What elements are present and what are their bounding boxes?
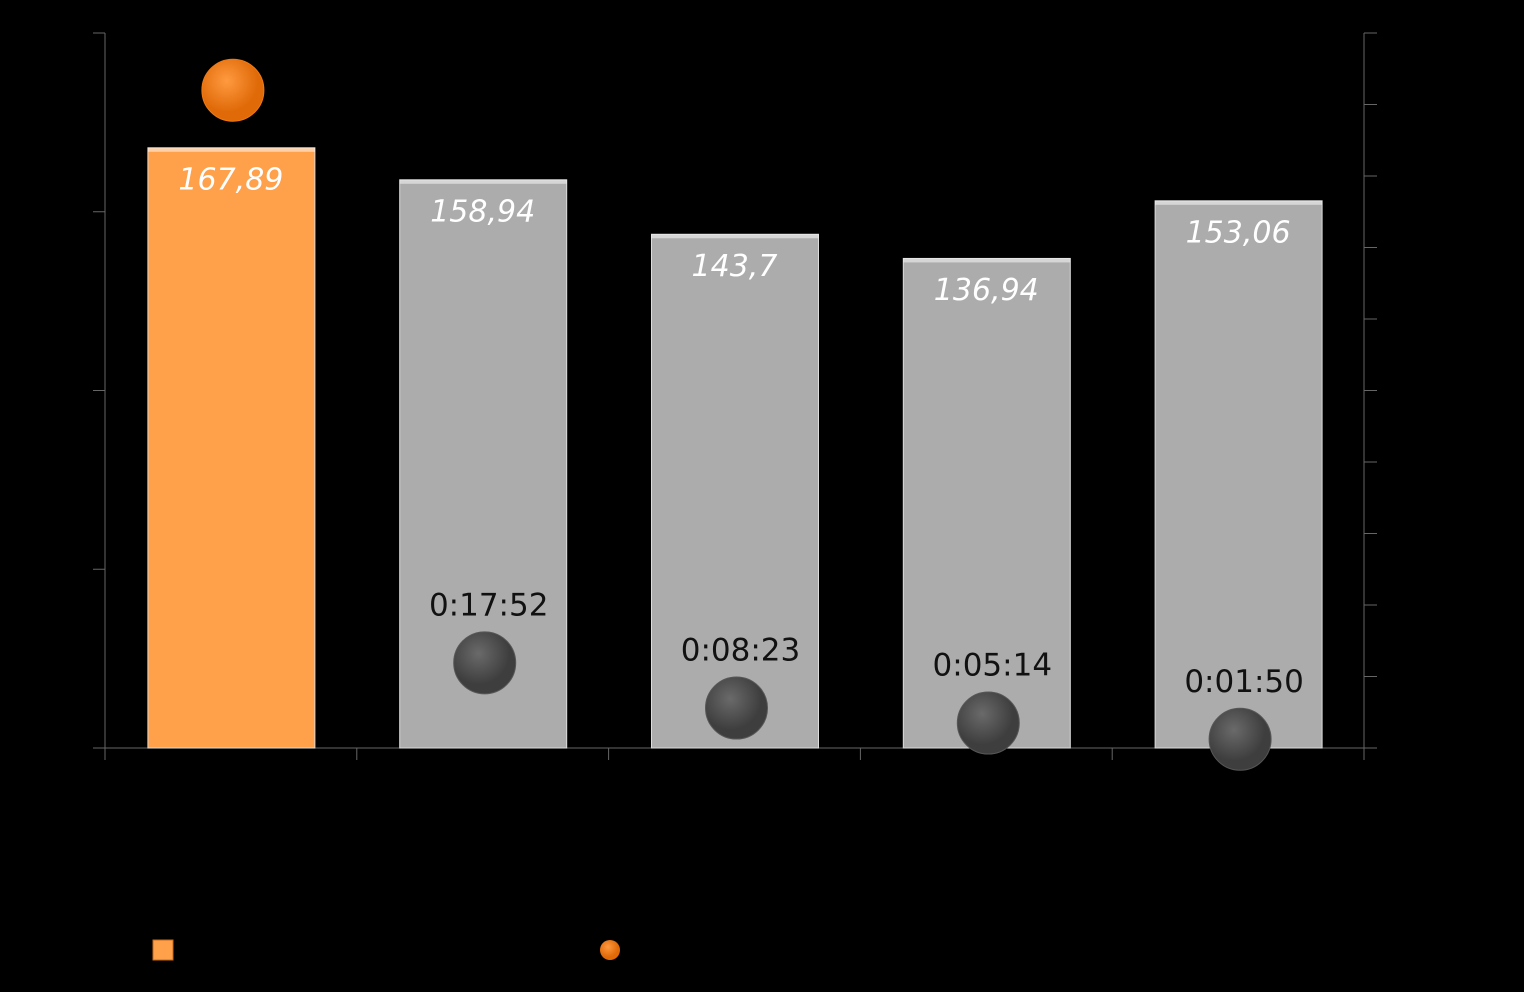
- data-label: 0:17:52: [429, 587, 549, 623]
- data-label: 0:05:14: [933, 648, 1053, 684]
- point: [705, 676, 768, 740]
- bar-highlight: [147, 147, 315, 152]
- data-label: 153,06: [1186, 215, 1291, 250]
- data-label: 143,7: [692, 249, 778, 284]
- data-label: 167,89: [178, 162, 283, 197]
- point: [956, 691, 1020, 755]
- point: [453, 631, 517, 695]
- point: [1208, 707, 1272, 771]
- legend-swatch: [152, 939, 174, 961]
- legend-swatch: [600, 940, 620, 960]
- data-label: 0:08:23: [681, 633, 801, 669]
- data-label: 158,94: [430, 194, 535, 229]
- bar-highlight: [651, 234, 819, 239]
- bar: [147, 147, 316, 749]
- bar: [902, 257, 1071, 749]
- point: [201, 58, 265, 122]
- bar-highlight: [1155, 200, 1323, 205]
- bar-highlight: [903, 258, 1071, 263]
- bar: [651, 233, 819, 749]
- data-label: 0:01:50: [1184, 664, 1304, 700]
- data-label: 136,94: [934, 273, 1039, 308]
- bar-highlight: [399, 179, 567, 184]
